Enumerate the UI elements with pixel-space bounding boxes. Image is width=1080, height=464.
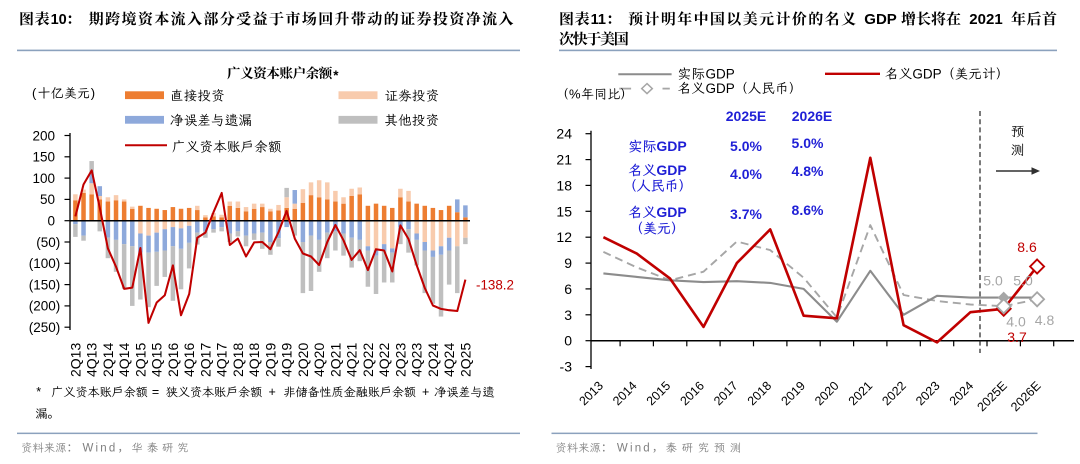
svg-text:2Q18: 2Q18 [230, 343, 246, 377]
svg-text:(50): (50) [36, 235, 60, 250]
svg-text:4Q22: 4Q22 [376, 343, 392, 377]
svg-text:2Q19: 2Q19 [262, 343, 278, 377]
svg-text:2Q15: 2Q15 [132, 343, 148, 377]
svg-text:0: 0 [47, 214, 55, 229]
svg-text:2Q13: 2Q13 [67, 343, 83, 377]
svg-text:4.8: 4.8 [1035, 312, 1055, 328]
svg-text:%: % [569, 87, 581, 102]
svg-text:9: 9 [564, 255, 572, 271]
svg-text:4Q20: 4Q20 [311, 343, 327, 377]
svg-text:GDP: GDP [706, 81, 735, 96]
svg-text:GDP: GDP [656, 204, 686, 220]
svg-text:6: 6 [564, 281, 572, 297]
svg-text:4Q21: 4Q21 [344, 343, 360, 377]
svg-text:GDP: GDP [656, 162, 686, 178]
svg-text:+: + [422, 385, 429, 399]
svg-text:15: 15 [556, 203, 572, 219]
svg-text:GDP: GDP [656, 138, 686, 154]
svg-text:): ) [91, 86, 95, 101]
svg-text:100: 100 [32, 171, 55, 186]
svg-text:5.0%: 5.0% [730, 138, 762, 154]
svg-text:2Q20: 2Q20 [295, 343, 311, 377]
svg-text:24: 24 [556, 126, 572, 142]
svg-text:200: 200 [32, 128, 55, 143]
svg-text:3.7: 3.7 [1007, 329, 1027, 345]
svg-text:(150): (150) [29, 277, 61, 292]
svg-text:-138.2: -138.2 [476, 278, 514, 293]
svg-text:21: 21 [556, 152, 572, 168]
svg-text:-3: -3 [560, 359, 573, 375]
svg-text:2Q21: 2Q21 [327, 343, 343, 377]
svg-text:12: 12 [556, 229, 572, 245]
svg-text:(250): (250) [29, 320, 61, 335]
svg-text:4Q15: 4Q15 [149, 343, 165, 377]
svg-text:4Q16: 4Q16 [181, 343, 197, 377]
svg-text:*: * [36, 385, 41, 399]
svg-text:2Q17: 2Q17 [197, 343, 213, 377]
svg-text:50: 50 [40, 192, 55, 207]
svg-text:2Q23: 2Q23 [392, 343, 408, 377]
svg-text:2Q14: 2Q14 [100, 343, 116, 377]
svg-text:3: 3 [564, 307, 572, 323]
svg-text:8.6: 8.6 [1017, 239, 1037, 255]
svg-text:4Q24: 4Q24 [441, 343, 457, 377]
svg-text:(200): (200) [29, 299, 61, 314]
svg-text:18: 18 [556, 177, 572, 193]
svg-text:0: 0 [564, 333, 572, 349]
svg-text:4.8%: 4.8% [792, 163, 824, 179]
svg-text:5.0%: 5.0% [792, 135, 824, 151]
svg-text:+: + [269, 385, 276, 399]
svg-text:5.0: 5.0 [983, 273, 1003, 289]
svg-text:8.6%: 8.6% [792, 202, 824, 218]
svg-text:2026E: 2026E [792, 108, 832, 124]
svg-text:(: ( [32, 86, 37, 101]
svg-text:4Q13: 4Q13 [84, 343, 100, 377]
svg-text:Wind: Wind [617, 443, 652, 455]
svg-text:150: 150 [32, 150, 55, 165]
svg-text:4Q18: 4Q18 [246, 343, 262, 377]
svg-text:4Q17: 4Q17 [214, 343, 230, 377]
svg-text:11: 11 [591, 12, 606, 28]
svg-text:3.7%: 3.7% [730, 206, 762, 222]
svg-text:4Q14: 4Q14 [116, 343, 132, 377]
svg-text:4.0: 4.0 [1006, 314, 1026, 330]
svg-text:Wind: Wind [83, 443, 118, 455]
svg-text:10: 10 [51, 12, 67, 28]
svg-text:GDP: GDP [706, 66, 735, 81]
svg-text:GDP: GDP [912, 66, 941, 81]
svg-text:(100): (100) [29, 256, 61, 271]
svg-text:*: * [333, 68, 339, 83]
svg-text:2Q22: 2Q22 [360, 343, 376, 377]
svg-text:2Q25: 2Q25 [457, 343, 473, 377]
svg-text:4Q23: 4Q23 [409, 343, 425, 377]
svg-text:4Q19: 4Q19 [279, 343, 295, 377]
svg-text:2Q24: 2Q24 [425, 343, 441, 377]
svg-text:4.0%: 4.0% [730, 166, 762, 182]
svg-text:2Q16: 2Q16 [165, 343, 181, 377]
svg-text:2025E: 2025E [726, 108, 766, 124]
svg-text:2021: 2021 [969, 11, 1002, 28]
svg-text:GDP: GDP [864, 11, 897, 28]
svg-text:=: = [152, 385, 159, 399]
svg-text:5.0: 5.0 [1013, 273, 1033, 289]
